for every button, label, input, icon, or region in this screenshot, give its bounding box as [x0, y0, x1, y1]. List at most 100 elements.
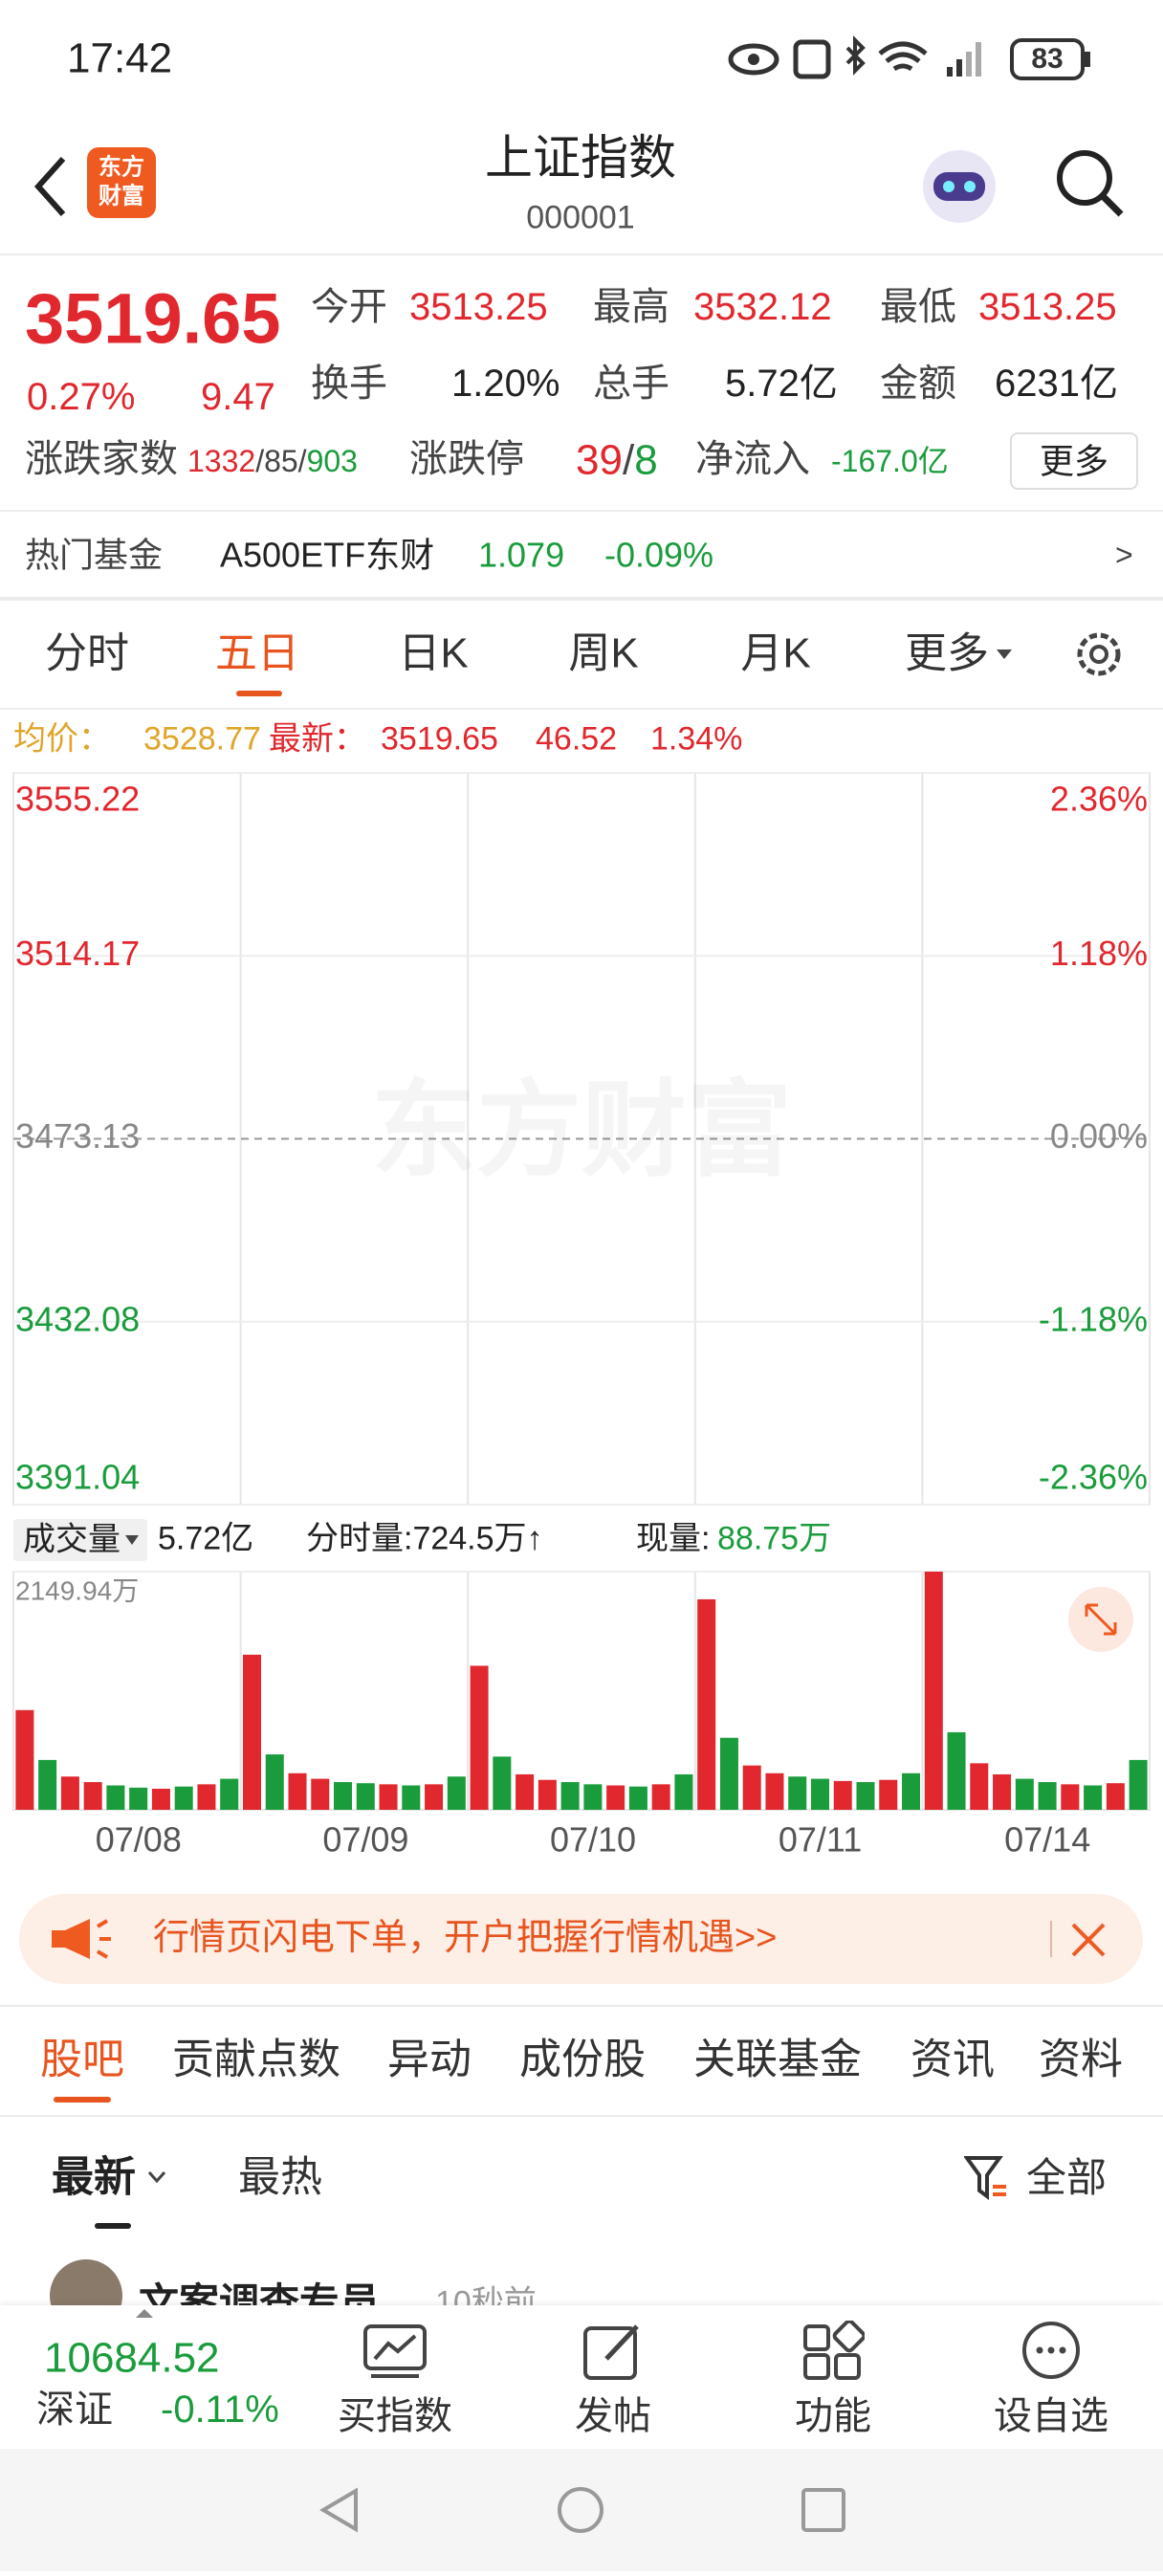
- assistant-avatar[interactable]: [916, 143, 1002, 230]
- expand-button[interactable]: [1068, 1587, 1133, 1652]
- y2-tick-label: -2.36%: [1039, 1458, 1148, 1497]
- volume-total: 5.72亿: [158, 1520, 254, 1557]
- volume-bar: [833, 1780, 852, 1810]
- volume-bar: [697, 1598, 716, 1810]
- close-button[interactable]: [1069, 1921, 1108, 1959]
- volume-bar: [583, 1784, 603, 1810]
- volume-bar: [106, 1785, 125, 1810]
- volume-bar: [1106, 1783, 1125, 1810]
- period-tab[interactable]: 周K: [568, 629, 639, 677]
- y2-tick-label: 0.00%: [1050, 1116, 1148, 1156]
- period-tab[interactable]: 月K: [740, 629, 811, 677]
- content-tab[interactable]: 异动: [387, 2036, 472, 2083]
- sz-index-change[interactable]: -0.11%: [161, 2389, 279, 2431]
- status-icons: 83: [728, 35, 1090, 80]
- volume-bar: [447, 1776, 466, 1810]
- back-button[interactable]: [29, 153, 77, 220]
- sort-underline: [95, 2223, 131, 2229]
- post-icon[interactable]: [582, 2321, 645, 2382]
- period-tab[interactable]: 分时: [45, 629, 129, 677]
- limit-up: 39: [576, 436, 623, 484]
- action-label[interactable]: 设自选: [994, 2395, 1108, 2437]
- volume-selector[interactable]: 成交量: [13, 1519, 147, 1561]
- volume-bar: [334, 1782, 353, 1810]
- more-button[interactable]: 更多: [1010, 432, 1138, 490]
- functions-icon[interactable]: [801, 2321, 865, 2382]
- filter-label[interactable]: 全部: [1026, 2154, 1108, 2200]
- promo-banner[interactable]: 行情页闪电下单，开户把握行情机遇>>: [19, 1894, 1143, 1984]
- x-tick-label: 07/08: [96, 1820, 182, 1860]
- tab-underline: [236, 691, 282, 696]
- volume-bar: [38, 1759, 57, 1810]
- banner-text: 行情页闪电下单，开户把握行情机遇>>: [153, 1918, 778, 1959]
- filter-icon[interactable]: [964, 2154, 1008, 2202]
- expand-arrow[interactable]: [135, 2307, 154, 2319]
- nav-recents[interactable]: [801, 2488, 845, 2532]
- action-label[interactable]: 功能: [795, 2395, 871, 2437]
- volume-bar: [1038, 1782, 1057, 1810]
- fund-arrow[interactable]: >: [1115, 537, 1133, 572]
- clock: 17:42: [67, 34, 173, 82]
- volume-bar: [151, 1788, 170, 1810]
- content-tab[interactable]: 关联基金: [693, 2036, 862, 2083]
- y2-tick-label: 2.36%: [1050, 780, 1148, 819]
- period-tab[interactable]: 日K: [398, 629, 469, 677]
- content-tab[interactable]: 贡献点数: [172, 2036, 340, 2083]
- sz-index-name[interactable]: 深证: [36, 2389, 113, 2431]
- stat-label: 最低: [880, 286, 956, 328]
- sort-latest[interactable]: 最新: [52, 2153, 136, 2201]
- period-tab-active[interactable]: 五日: [215, 629, 299, 677]
- content-tab[interactable]: 资料: [1039, 2036, 1123, 2083]
- bottom-bar: 10684.52 深证 -0.11% 买指数 发帖 功能 设自选: [0, 2305, 1163, 2449]
- action-label[interactable]: 发帖: [575, 2395, 651, 2437]
- volume-bar: [425, 1784, 444, 1810]
- megaphone-icon: [52, 1919, 111, 1959]
- breadth-label: 涨跌家数: [25, 438, 178, 480]
- limit-counts: 39/8: [576, 436, 658, 487]
- price: 3519.65: [25, 278, 281, 359]
- volume-bar: [15, 1709, 34, 1810]
- period-tab[interactable]: 更多: [905, 629, 989, 677]
- dropdown-icon: [997, 650, 1012, 659]
- fund-name[interactable]: A500ETF东财: [220, 535, 435, 575]
- content-tab[interactable]: 成份股: [519, 2036, 646, 2083]
- page-title: 上证指数: [485, 131, 676, 185]
- content-tab[interactable]: 资讯: [911, 2036, 995, 2083]
- volume-bar: [674, 1773, 693, 1810]
- stat-value: 3513.25: [978, 286, 1117, 328]
- battery-level: 83: [1031, 43, 1063, 75]
- sort-hot[interactable]: 最热: [238, 2153, 322, 2201]
- logo-text: 财富: [99, 183, 144, 209]
- volume-bar: [628, 1786, 647, 1810]
- divider: [1050, 1921, 1052, 1957]
- watchlist-icon[interactable]: [1020, 2319, 1083, 2382]
- volume-bar: [606, 1785, 625, 1810]
- stat-value: 1.20%: [451, 363, 560, 405]
- volume-bar: [470, 1665, 489, 1810]
- settings-button[interactable]: [1070, 626, 1128, 683]
- change-pct: 0.27%: [27, 376, 136, 418]
- volume-bar: [174, 1786, 193, 1810]
- volume-bar: [924, 1572, 943, 1810]
- search-button[interactable]: [1052, 145, 1129, 222]
- content-tab-active[interactable]: 股吧: [40, 2036, 124, 2083]
- y-tick-label: 3432.08: [15, 1299, 140, 1338]
- stat-label: 换手: [311, 363, 387, 405]
- flat-count: 85: [264, 443, 298, 478]
- buy-index-icon[interactable]: [362, 2323, 428, 2380]
- y-tick-label: 3514.17: [15, 934, 140, 973]
- action-label[interactable]: 买指数: [338, 2395, 452, 2437]
- up-count: 1332: [187, 443, 256, 478]
- limit-down: 8: [634, 436, 658, 484]
- sz-index-value[interactable]: 10684.52: [44, 2334, 220, 2382]
- stat-value: 3513.25: [409, 286, 548, 328]
- divider: [0, 708, 1163, 710]
- stat-label: 今开: [311, 286, 387, 328]
- stat-label: 总手: [593, 363, 669, 405]
- volume-bar: [856, 1782, 875, 1810]
- nav-back[interactable]: [319, 2487, 358, 2533]
- volume-bar: [83, 1782, 102, 1810]
- nav-home[interactable]: [558, 2487, 603, 2533]
- y-tick-label: 3555.22: [15, 780, 140, 819]
